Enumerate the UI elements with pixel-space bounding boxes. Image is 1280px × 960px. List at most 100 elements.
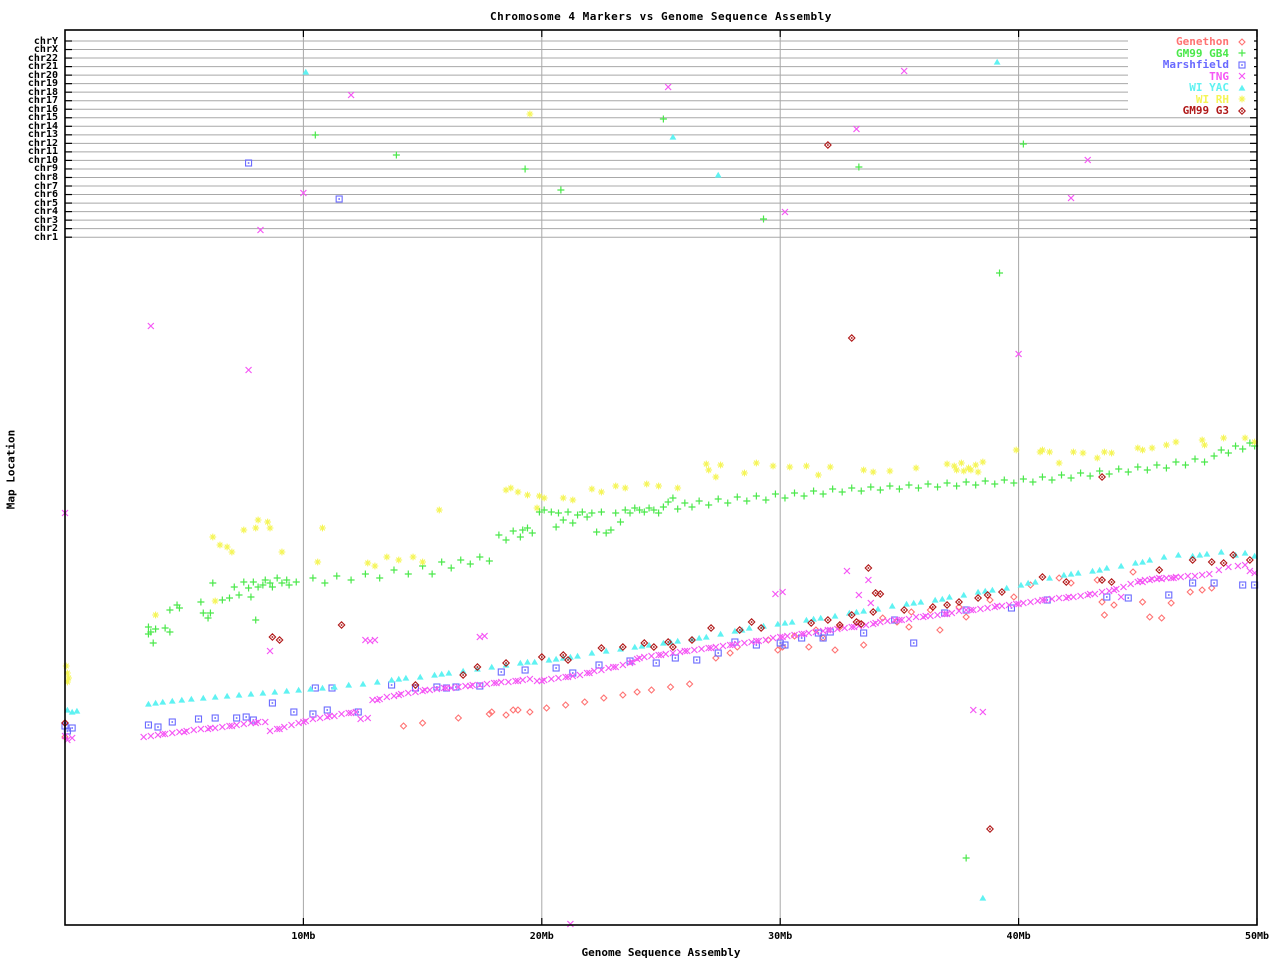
data-point [480, 632, 489, 640]
data-point [592, 527, 601, 537]
data-point [647, 652, 656, 660]
data-point [814, 471, 823, 479]
data-point [1012, 446, 1021, 454]
series-gb4 [144, 114, 1259, 863]
data-point [313, 558, 322, 566]
legend-label: WI RH [1195, 92, 1229, 106]
data-point [971, 480, 980, 490]
y-axis-chromosome-label: chr19 [27, 78, 58, 90]
data-point [686, 680, 694, 688]
data-point [483, 680, 491, 688]
data-point [1189, 579, 1197, 587]
data-point [1224, 448, 1233, 458]
legend-label: GM99 GB4 [1176, 46, 1229, 60]
data-point [993, 58, 1001, 65]
data-point [1124, 467, 1133, 477]
data-point [347, 91, 355, 99]
data-point [669, 643, 677, 651]
data-point [371, 636, 379, 644]
data-point [249, 577, 258, 587]
data-point [562, 701, 570, 709]
data-point [225, 593, 234, 603]
data-point [1100, 611, 1108, 619]
data-point [702, 460, 711, 468]
data-point [1019, 139, 1028, 149]
data-point [938, 595, 946, 602]
data-point [716, 461, 725, 469]
data-point [382, 553, 391, 561]
data-point [445, 669, 453, 676]
data-point [543, 704, 551, 712]
data-point [697, 645, 706, 653]
data-point [1186, 588, 1194, 596]
data-point [1079, 449, 1087, 457]
data-point [587, 508, 596, 518]
data-point [247, 690, 255, 697]
legend-item-yac: WI YAC [1128, 82, 1254, 93]
data-point [1174, 551, 1182, 558]
data-point [905, 623, 913, 631]
data-point [910, 639, 918, 647]
data-point [1152, 460, 1161, 470]
data-point [673, 504, 682, 514]
data-point [904, 480, 914, 490]
data-point [1117, 593, 1125, 601]
data-point [1167, 599, 1175, 607]
data-point [404, 689, 412, 697]
data-point [978, 458, 987, 466]
y-axis-chromosome-label: chrY [33, 35, 58, 47]
data-point [263, 518, 272, 526]
data-point [659, 502, 668, 512]
data-point [1200, 441, 1209, 449]
data-point [208, 578, 217, 588]
data-point [307, 685, 314, 692]
data-point [1158, 614, 1166, 622]
data-point [308, 573, 318, 583]
data-point [251, 615, 260, 625]
data-point [568, 496, 577, 504]
data-point [516, 659, 524, 666]
data-point [149, 638, 158, 648]
legend-item-g3: GM99 G3 [1128, 105, 1254, 116]
data-point [223, 543, 232, 551]
data-point [990, 479, 999, 489]
series-genethon [61, 568, 1216, 741]
x-axis-title: Genome Sequence Assembly [581, 946, 741, 959]
data-point [196, 597, 205, 607]
data-point [1219, 434, 1228, 442]
gb4-marker-icon [1237, 48, 1247, 58]
data-point [733, 492, 742, 502]
data-point [866, 482, 875, 492]
data-point [917, 598, 925, 605]
data-point [1067, 194, 1075, 202]
data-point [995, 268, 1004, 278]
data-point [1119, 583, 1128, 591]
data-point [771, 590, 780, 598]
data-point [319, 684, 326, 691]
data-point [261, 718, 269, 726]
data-point [559, 515, 568, 525]
y-axis-chromosome-label: chr7 [33, 180, 58, 192]
data-point [211, 597, 220, 605]
data-point [235, 691, 243, 698]
data-point [860, 629, 868, 637]
data-point [552, 655, 560, 662]
axes-frame [64, 29, 1258, 926]
legend-item-gb4: GM99 GB4 [1128, 48, 1254, 59]
data-point [771, 489, 780, 499]
data-point [311, 684, 319, 692]
data-point [392, 150, 401, 160]
data-point [239, 577, 248, 587]
data-point [742, 496, 751, 506]
data-point [1086, 471, 1095, 481]
data-point [843, 567, 851, 575]
data-point [62, 662, 71, 670]
data-point [187, 695, 195, 702]
data-point [418, 558, 427, 566]
data-point [375, 573, 384, 583]
data-point [769, 462, 777, 470]
data-point [404, 569, 413, 579]
data-point [969, 706, 977, 714]
data-point [631, 643, 639, 650]
data-point [147, 322, 155, 330]
